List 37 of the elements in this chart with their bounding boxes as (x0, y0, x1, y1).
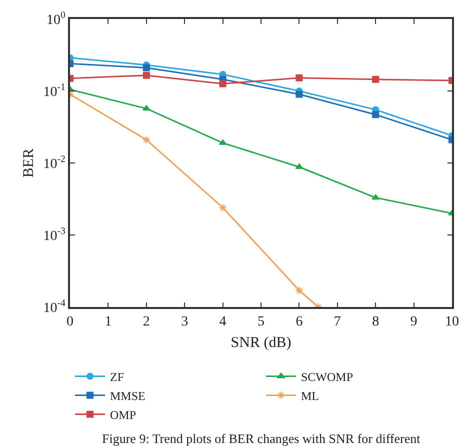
y-tick-label: 10$^{0}$ (46, 10, 66, 28)
point (372, 111, 380, 118)
x-tick-label: 7 (334, 314, 341, 330)
x-tick-label: 10 (445, 314, 459, 330)
y-tick-label: 10$^{-1}$ (43, 82, 66, 100)
x-tick-label: 3 (181, 314, 188, 330)
x-axis-title: SNR (dB) (230, 335, 292, 352)
y-tick-label: 10$^{-3}$ (43, 226, 66, 244)
caption: Figure 9: Trend plots of BER changes with SNR for different (102, 431, 421, 446)
x-tick-label: 4 (219, 314, 226, 330)
x-tick-label: 8 (372, 314, 380, 330)
point (218, 139, 227, 145)
legend-label: OMP (110, 408, 136, 422)
point (142, 72, 150, 79)
point (219, 80, 226, 88)
x-tick-label: 2 (142, 314, 150, 330)
point (142, 136, 150, 144)
point (372, 194, 380, 200)
point (296, 74, 303, 82)
point (296, 90, 303, 98)
y-axis-title: BER (21, 148, 38, 178)
point (218, 204, 227, 212)
x-tick-label: 0 (66, 314, 74, 330)
legend-label: ZF (110, 370, 124, 384)
point (142, 64, 150, 72)
point (142, 105, 150, 111)
x-tick-label: 5 (258, 314, 264, 330)
point (295, 286, 304, 295)
point (372, 76, 380, 83)
legend-label: SCWOMP (301, 370, 354, 384)
legend-label: MMSE (110, 388, 146, 403)
y-tick-label: 10$^{-4}$ (43, 298, 66, 316)
y-tick-label: 10$^{-2}$ (43, 154, 66, 172)
x-tick-label: 1 (104, 314, 112, 330)
x-tick-label: 6 (296, 314, 303, 330)
x-tick-label: 9 (410, 314, 418, 330)
legend-label: ML (301, 388, 319, 403)
